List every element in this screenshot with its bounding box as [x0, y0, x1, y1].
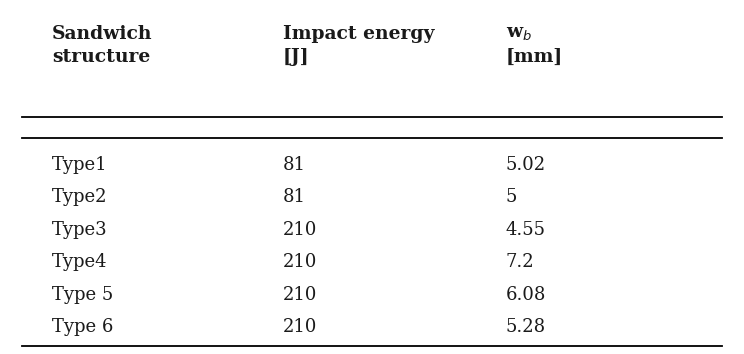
Text: 210: 210 [283, 286, 317, 304]
Text: Type 5: Type 5 [52, 286, 113, 304]
Text: 210: 210 [283, 221, 317, 239]
Text: 210: 210 [283, 319, 317, 336]
Text: 4.55: 4.55 [506, 221, 546, 239]
Text: Type 6: Type 6 [52, 319, 113, 336]
Text: Type1: Type1 [52, 156, 108, 173]
Text: 5.02: 5.02 [506, 156, 546, 173]
Text: 5.28: 5.28 [506, 319, 546, 336]
Text: 6.08: 6.08 [506, 286, 546, 304]
Text: 210: 210 [283, 253, 317, 271]
Text: Type3: Type3 [52, 221, 108, 239]
Text: Sandwich
structure: Sandwich structure [52, 25, 153, 67]
Text: 7.2: 7.2 [506, 253, 534, 271]
Text: w$_b$
[mm]: w$_b$ [mm] [506, 25, 563, 67]
Text: 5: 5 [506, 188, 517, 206]
Text: Impact energy
[J]: Impact energy [J] [283, 25, 434, 67]
Text: 81: 81 [283, 188, 306, 206]
Text: Type4: Type4 [52, 253, 108, 271]
Text: 81: 81 [283, 156, 306, 173]
Text: Type2: Type2 [52, 188, 108, 206]
